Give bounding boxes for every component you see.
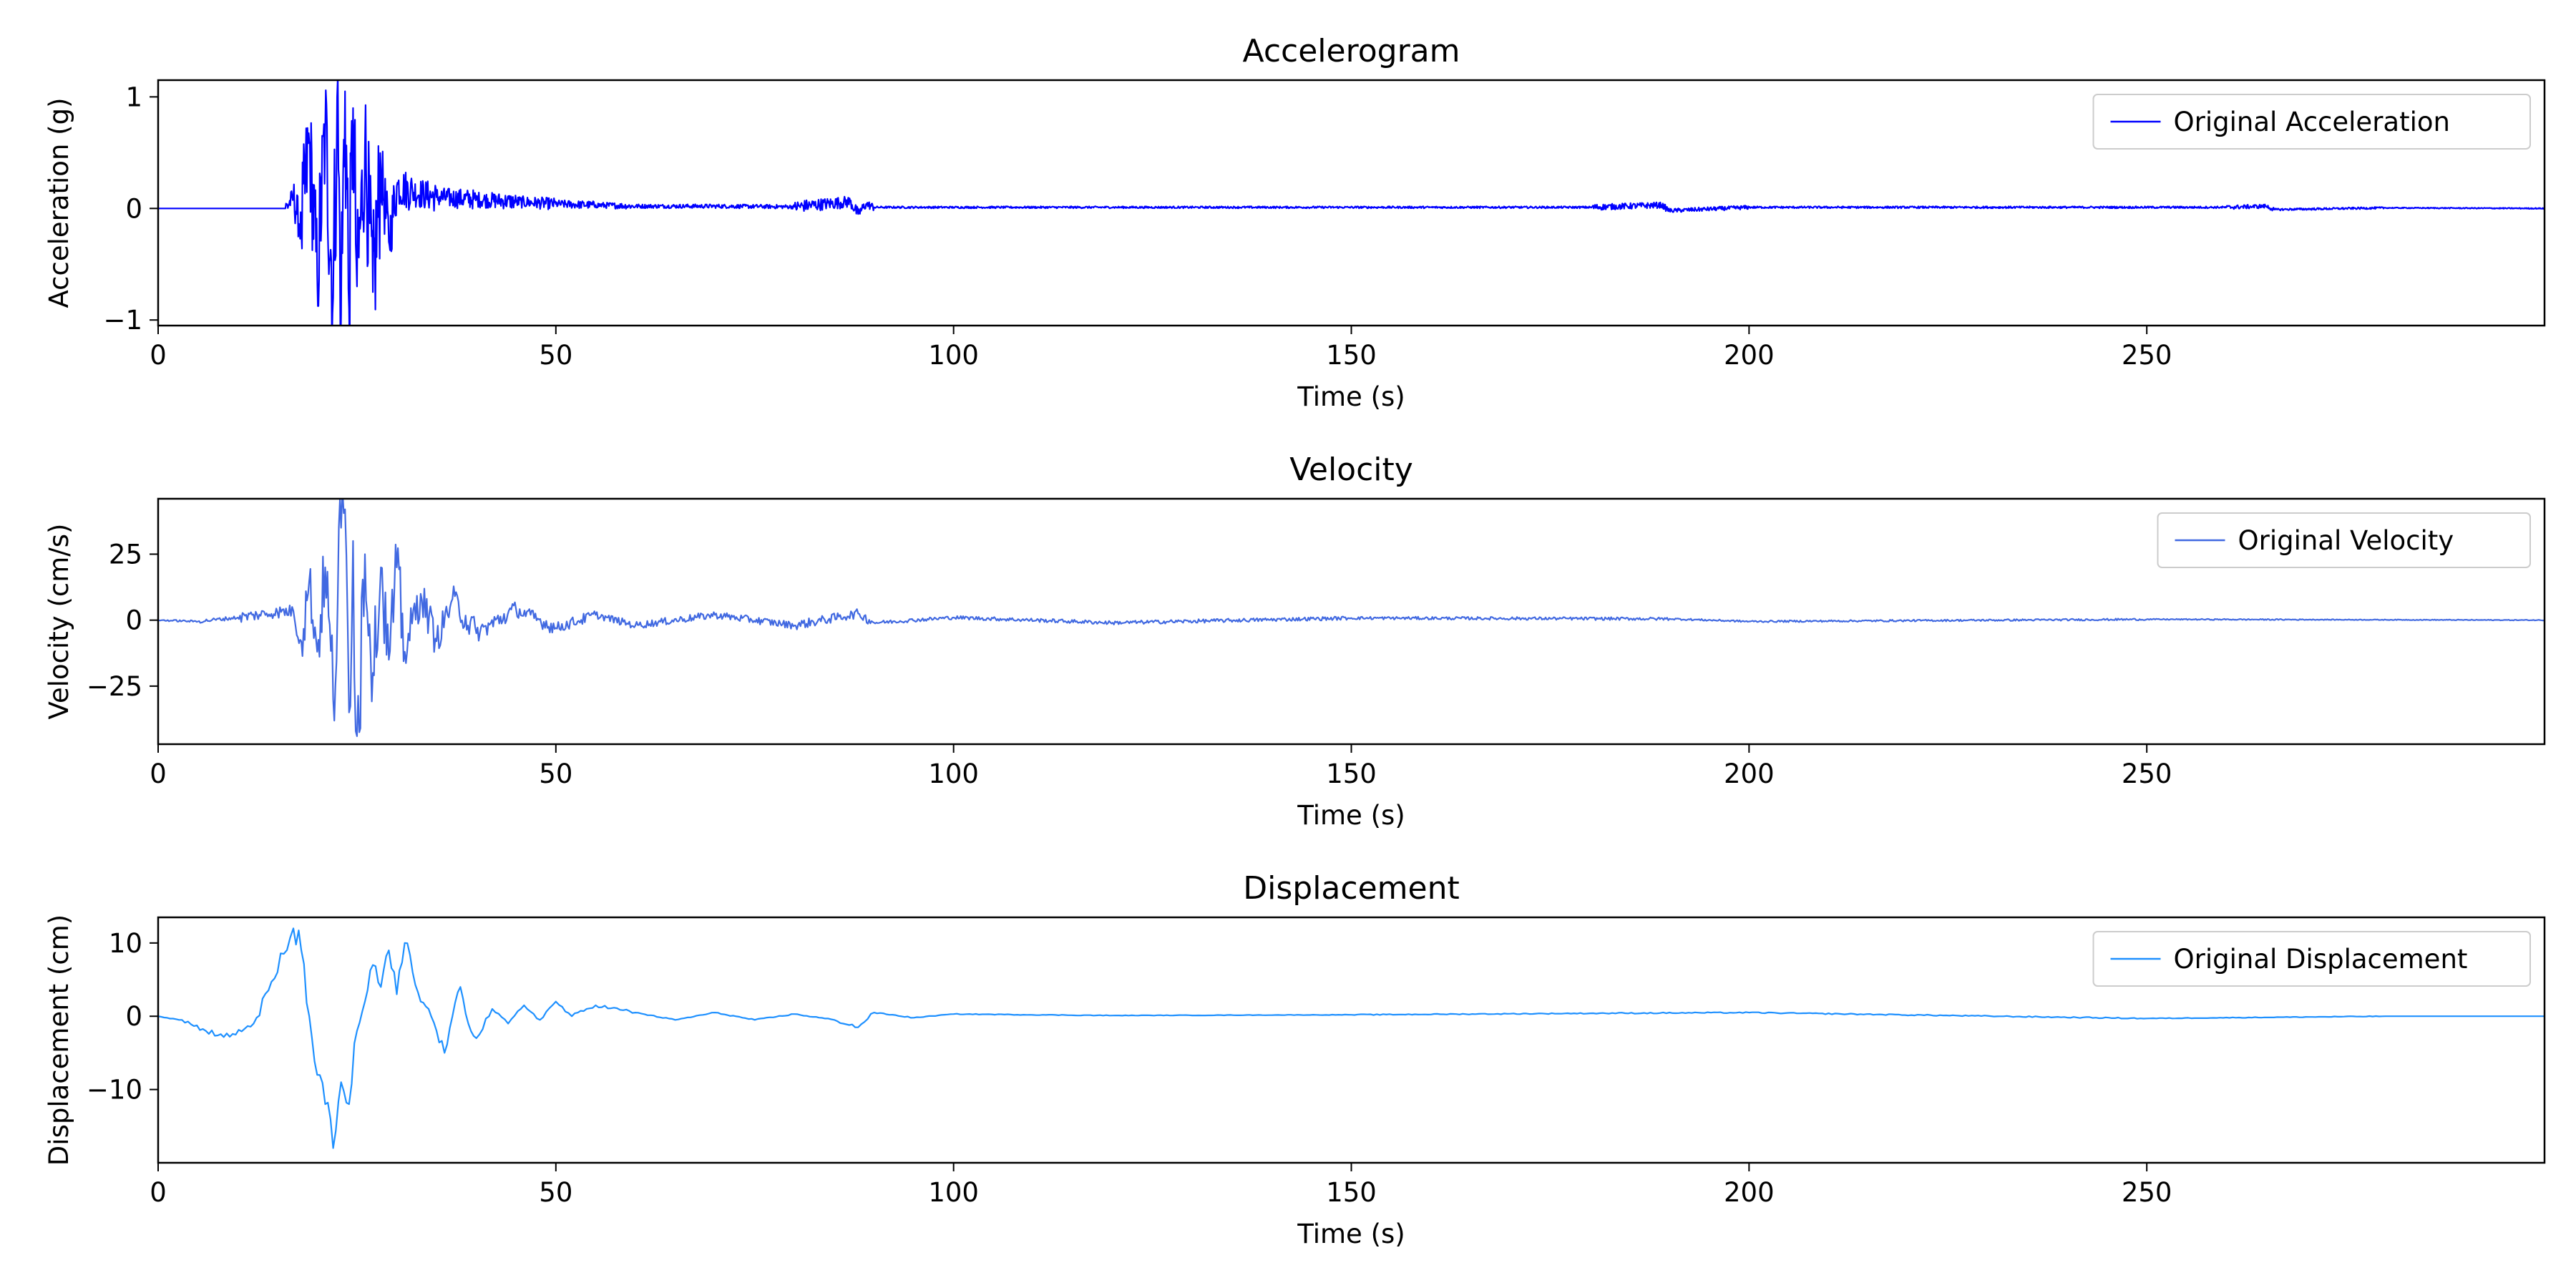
accelerogram-y-tick-label: −1 (103, 305, 142, 336)
displacement-x-tick-label: 200 (1724, 1177, 1775, 1208)
accelerogram-y-tick-label: 0 (125, 193, 142, 224)
displacement-panel: 0 50 100 150 200 250 −10 0 10 Displacement Time (s… (44, 870, 2546, 1249)
accelerogram-title: Accelerogram (1243, 33, 1460, 69)
velocity-x-tick-label: 150 (1326, 758, 1377, 789)
velocity-x-tick-label: 200 (1724, 758, 1775, 789)
velocity-x-tick-label: 250 (2122, 758, 2172, 789)
accelerogram-panel: 0 50 100 150 200 250 −1 0 1 Accelerogram Time (s) A… (44, 33, 2546, 412)
displacement-y-axis-label: Displacement (cm) (44, 914, 74, 1166)
accelerogram-y-tick-label: 1 (125, 82, 142, 112)
accelerogram-legend: Original Acceleration (2092, 94, 2531, 150)
accelerogram-series-line (158, 80, 2545, 326)
accelerogram-x-axis-label: Time (s) (1297, 381, 1405, 412)
velocity-title: Velocity (1289, 452, 1413, 488)
accelerogram-legend-label: Original Acceleration (2174, 107, 2450, 137)
velocity-x-tick-label: 50 (539, 758, 572, 789)
displacement-x-tick-label: 100 (928, 1177, 979, 1208)
accelerogram-y-axis-label: Acceleration (g) (44, 97, 74, 308)
accelerogram-x-tick-label: 150 (1326, 340, 1377, 371)
displacement-x-tick-label: 0 (150, 1177, 167, 1208)
displacement-y-tick-label: 0 (125, 1001, 142, 1032)
accelerogram-legend-box (2092, 94, 2531, 150)
velocity-y-tick-label: −25 (87, 671, 142, 702)
velocity-panel: 0 50 100 150 200 250 −25 0 25 Velocity Time (s) Vel… (44, 452, 2546, 831)
velocity-x-tick-label: 100 (928, 758, 979, 789)
velocity-legend-label: Original Velocity (2238, 525, 2454, 556)
accelerogram-x-tick-label: 200 (1724, 340, 1775, 371)
accelerogram-x-tick-label: 100 (928, 340, 979, 371)
velocity-legend: Original Velocity (2157, 512, 2531, 568)
displacement-x-tick-label: 50 (539, 1177, 572, 1208)
displacement-x-tick-label: 250 (2122, 1177, 2172, 1208)
velocity-y-tick-label: 0 (125, 605, 142, 636)
displacement-y-tick-label: 10 (109, 928, 142, 959)
displacement-legend-box (2092, 931, 2531, 987)
displacement-series-line (158, 927, 2545, 1149)
displacement-x-axis-label: Time (s) (1297, 1219, 1405, 1249)
velocity-legend-box (2157, 512, 2531, 568)
velocity-x-tick-label: 0 (150, 758, 167, 789)
velocity-y-tick-label: 25 (109, 539, 142, 570)
displacement-x-tick-label: 150 (1326, 1177, 1377, 1208)
accelerogram-x-tick-label: 0 (150, 340, 167, 371)
displacement-legend: Original Displacement (2092, 931, 2531, 987)
velocity-y-axis-label: Velocity (cm/s) (44, 524, 74, 720)
accelerogram-x-tick-label: 250 (2122, 340, 2172, 371)
velocity-series-line (158, 499, 2545, 737)
accelerogram-x-tick-label: 50 (539, 340, 572, 371)
displacement-y-tick-label: −10 (87, 1075, 142, 1106)
displacement-title: Displacement (1243, 870, 1459, 907)
displacement-legend-label: Original Displacement (2174, 944, 2468, 975)
velocity-x-axis-label: Time (s) (1297, 800, 1405, 831)
